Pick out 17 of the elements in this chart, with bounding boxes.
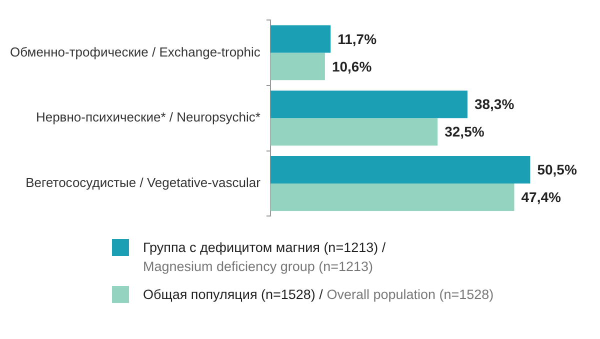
bar bbox=[270, 25, 331, 53]
y-tick-label: Нервно-психические* / Neuropsychic* bbox=[36, 110, 260, 125]
legend-label: Общая популяция (n=1528) / Overall population (n=1528) bbox=[143, 287, 494, 302]
data-label: 10,6% bbox=[332, 58, 372, 74]
bar bbox=[270, 118, 438, 146]
bar bbox=[270, 52, 325, 80]
data-label: 47,4% bbox=[521, 189, 562, 206]
bar bbox=[270, 184, 514, 211]
bar bbox=[270, 156, 530, 184]
data-label: 32,5% bbox=[444, 124, 485, 140]
data-label: 38,3% bbox=[474, 96, 515, 112]
y-tick-label: Обменно-трофические / Exchange-trophic bbox=[10, 44, 261, 60]
data-label: 50,5% bbox=[537, 162, 578, 178]
legend-label: Группа с дефицитом магния (n=1213) / Magnesium deficiency group (n=1213) bbox=[143, 240, 386, 274]
y-tick-label: Вегетососудистые / Vegetative-vascular bbox=[26, 175, 262, 190]
bar bbox=[270, 90, 468, 118]
data-label: 11,7% bbox=[338, 30, 378, 47]
